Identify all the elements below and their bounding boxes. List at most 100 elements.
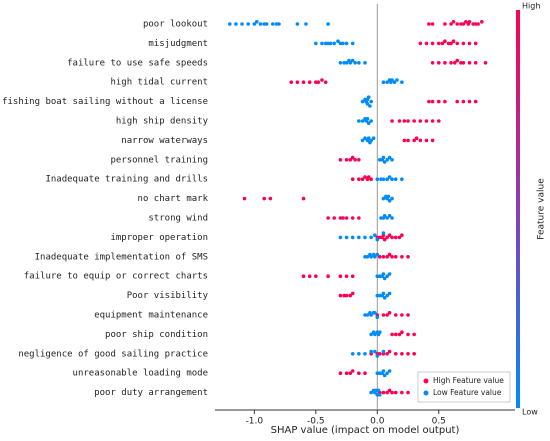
dot [459, 61, 463, 65]
dot [344, 41, 349, 46]
dot [373, 349, 377, 354]
dot [365, 313, 370, 317]
dot [350, 58, 355, 63]
dot [350, 352, 355, 356]
dot [350, 235, 355, 240]
dot [375, 252, 380, 257]
dot [320, 41, 324, 46]
dot [436, 119, 441, 123]
dot [375, 293, 380, 298]
dot [338, 61, 343, 65]
dot [467, 61, 472, 65]
dot [357, 216, 361, 220]
dot [393, 177, 398, 181]
feature-label: fishing boat sailing without a license [2, 97, 208, 107]
dot [418, 119, 423, 123]
dot [387, 311, 392, 315]
colorbar-high: High [522, 2, 540, 11]
dot [397, 119, 402, 123]
dot [385, 352, 389, 356]
dot [449, 22, 453, 26]
dot [336, 39, 340, 43]
dot [393, 352, 398, 356]
dot [406, 390, 410, 395]
dot [467, 99, 472, 104]
dot [357, 352, 361, 356]
feature-label: failure to equip or correct charts [24, 272, 208, 282]
dot [400, 177, 404, 181]
dot [377, 393, 382, 397]
dot [427, 22, 431, 26]
dot [387, 252, 392, 257]
dot [400, 233, 404, 237]
x-tick-label: -1.0 [246, 417, 264, 427]
dot [363, 254, 367, 259]
dot [455, 22, 460, 26]
dot [387, 199, 392, 203]
dot [350, 155, 355, 160]
dot [402, 138, 407, 143]
dot [440, 41, 445, 46]
dot [390, 177, 394, 181]
colorbar [516, 10, 520, 408]
dot [363, 235, 367, 240]
dot [365, 102, 370, 106]
dot [350, 177, 355, 181]
dot [400, 80, 404, 84]
dot [387, 214, 392, 218]
dot [375, 393, 380, 397]
dot [332, 216, 337, 220]
x-axis-label: SHAP value (impact on model output) [271, 425, 460, 436]
dot [377, 371, 382, 376]
dot [341, 216, 345, 220]
dot [449, 41, 453, 46]
dot [406, 332, 410, 337]
dot [344, 158, 349, 162]
dot [369, 235, 373, 240]
feature-label: misjudgment [148, 39, 208, 49]
dot [357, 235, 361, 240]
dot [369, 99, 373, 104]
dot [350, 369, 355, 373]
dot [430, 119, 435, 123]
dot [400, 352, 404, 356]
dot [369, 332, 373, 337]
dot [323, 41, 328, 46]
dot [316, 80, 321, 84]
legend-label: Low Feature value [433, 388, 502, 397]
dot [353, 158, 357, 162]
dot [328, 41, 333, 46]
dot [304, 22, 308, 26]
feature-label: narrow waterways [121, 136, 208, 146]
dot [387, 349, 392, 354]
dot [274, 22, 279, 26]
dot [412, 332, 416, 337]
dot [369, 313, 373, 317]
dot [385, 371, 389, 376]
dot [338, 41, 343, 46]
dot [258, 22, 263, 26]
legend-box [417, 371, 511, 403]
feature-label: high tidal current [110, 78, 208, 88]
dot [295, 22, 300, 26]
dot [385, 80, 389, 84]
dot [369, 177, 373, 181]
dot [381, 80, 386, 84]
dot [381, 155, 386, 160]
dot [387, 272, 392, 276]
dot [390, 78, 394, 82]
dot [400, 390, 404, 395]
dot [344, 235, 349, 240]
dot [390, 390, 394, 395]
dot [406, 138, 410, 143]
dot [387, 233, 392, 237]
dot [323, 80, 328, 84]
dot [341, 41, 345, 46]
dot [451, 39, 456, 43]
dot [365, 117, 370, 121]
dot [375, 354, 380, 358]
dot [393, 254, 398, 259]
dot [400, 254, 404, 259]
dot [382, 214, 387, 218]
dot [369, 390, 373, 395]
